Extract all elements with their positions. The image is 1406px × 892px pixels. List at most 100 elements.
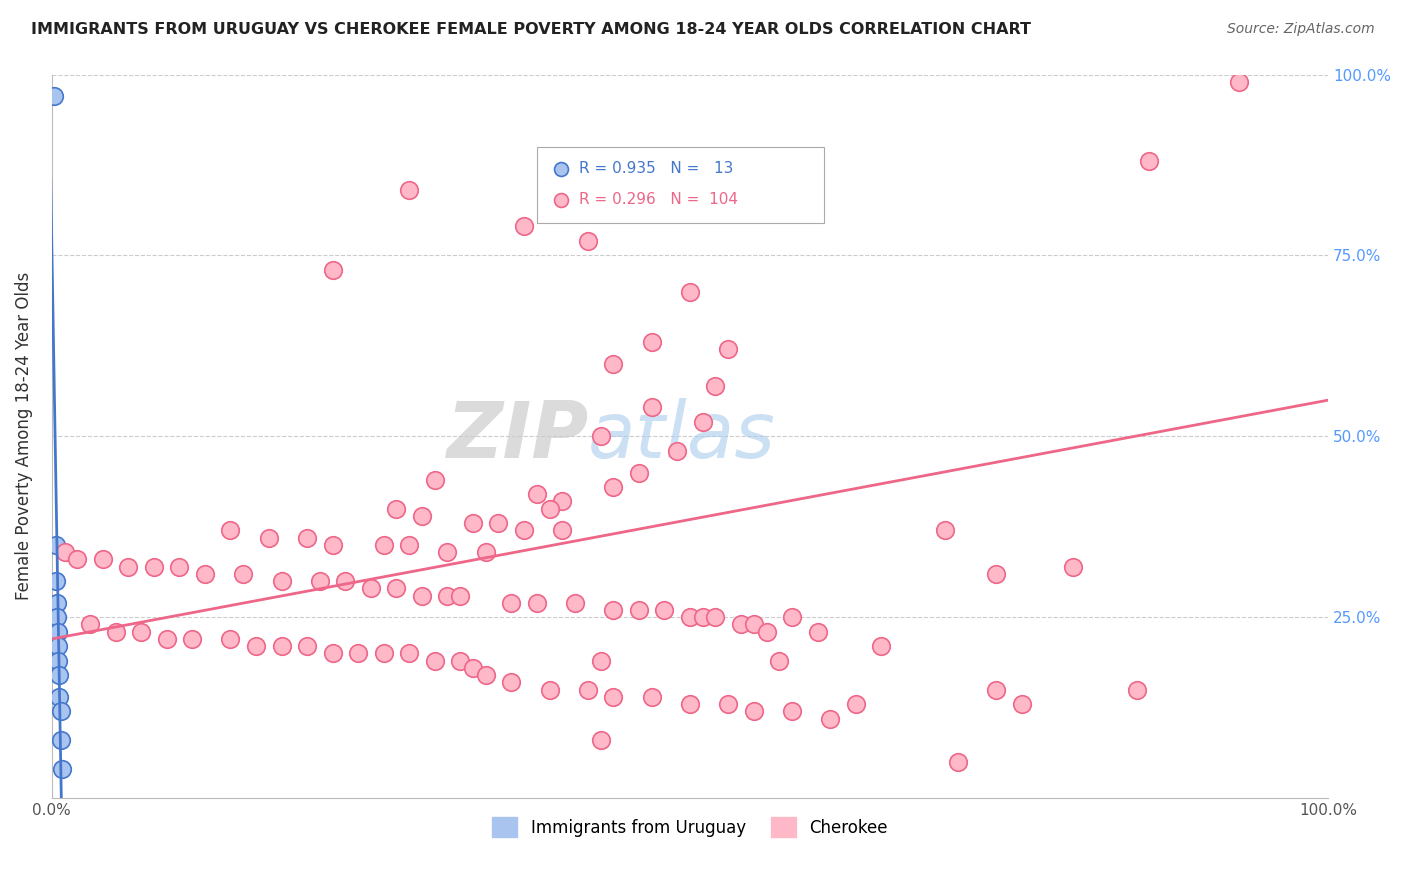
Point: [704, 378, 727, 392]
Point: [51, 762, 73, 776]
Point: [436, 545, 458, 559]
Point: [66, 552, 89, 566]
Point: [117, 559, 139, 574]
Point: [46, 639, 69, 653]
Point: [129, 624, 152, 639]
Point: [411, 589, 433, 603]
Point: [1125, 682, 1147, 697]
Text: IMMIGRANTS FROM URUGUAY VS CHEROKEE FEMALE POVERTY AMONG 18-24 YEAR OLDS CORRELA: IMMIGRANTS FROM URUGUAY VS CHEROKEE FEMA…: [31, 22, 1031, 37]
Point: [806, 624, 828, 639]
Text: ZIP: ZIP: [446, 399, 588, 475]
Point: [219, 524, 242, 538]
Text: atlas: atlas: [588, 399, 776, 475]
Point: [194, 566, 217, 581]
Point: [564, 596, 586, 610]
Point: [45, 574, 67, 588]
Point: [360, 582, 382, 596]
Point: [156, 632, 179, 646]
Point: [49, 733, 72, 747]
Point: [551, 524, 574, 538]
FancyBboxPatch shape: [537, 147, 824, 223]
Point: [322, 538, 344, 552]
Point: [820, 712, 842, 726]
Point: [181, 632, 204, 646]
Point: [602, 603, 624, 617]
Point: [423, 473, 446, 487]
Text: R = 0.296   N =  104: R = 0.296 N = 104: [579, 192, 738, 207]
Point: [46, 654, 69, 668]
Point: [870, 639, 893, 653]
Point: [474, 545, 496, 559]
Point: [538, 501, 561, 516]
Point: [627, 466, 650, 480]
Point: [780, 610, 803, 624]
Point: [501, 596, 523, 610]
Point: [576, 234, 599, 248]
Point: [169, 559, 191, 574]
Point: [640, 335, 662, 350]
Point: [692, 610, 714, 624]
Point: [45, 596, 67, 610]
Point: [742, 617, 765, 632]
Point: [45, 538, 67, 552]
Point: [550, 161, 572, 176]
Text: Source: ZipAtlas.com: Source: ZipAtlas.com: [1227, 22, 1375, 37]
Point: [526, 487, 548, 501]
Point: [589, 733, 612, 747]
Text: R = 0.935   N =   13: R = 0.935 N = 13: [579, 161, 734, 176]
Point: [373, 538, 395, 552]
Point: [679, 697, 702, 711]
Point: [1139, 154, 1161, 169]
Point: [461, 516, 484, 531]
Point: [398, 647, 420, 661]
Point: [627, 603, 650, 617]
Point: [219, 632, 242, 646]
Point: [270, 639, 292, 653]
Point: [398, 538, 420, 552]
Point: [53, 545, 76, 559]
Point: [322, 647, 344, 661]
Point: [513, 219, 536, 234]
Point: [780, 704, 803, 718]
Point: [640, 401, 662, 415]
Point: [986, 682, 1008, 697]
Point: [717, 343, 740, 357]
Point: [538, 682, 561, 697]
Point: [46, 624, 69, 639]
Point: [934, 524, 956, 538]
Point: [44, 89, 66, 103]
Point: [576, 682, 599, 697]
Point: [501, 675, 523, 690]
Point: [602, 357, 624, 371]
Point: [602, 690, 624, 704]
Point: [385, 501, 408, 516]
Point: [232, 566, 254, 581]
Point: [946, 755, 969, 769]
Point: [245, 639, 267, 653]
Point: [79, 617, 101, 632]
Point: [730, 617, 752, 632]
Point: [1011, 697, 1033, 711]
Point: [717, 697, 740, 711]
Point: [513, 524, 536, 538]
Point: [49, 704, 72, 718]
Point: [385, 582, 408, 596]
Point: [398, 183, 420, 197]
Point: [692, 415, 714, 429]
Point: [270, 574, 292, 588]
Point: [461, 661, 484, 675]
Point: [654, 603, 676, 617]
Point: [1227, 75, 1250, 89]
Point: [755, 624, 778, 639]
Point: [602, 480, 624, 494]
Point: [589, 654, 612, 668]
Point: [48, 668, 70, 682]
Point: [449, 589, 471, 603]
Point: [45, 610, 67, 624]
Point: [295, 531, 318, 545]
Point: [257, 531, 280, 545]
Point: [295, 639, 318, 653]
Point: [322, 263, 344, 277]
Point: [91, 552, 114, 566]
Point: [48, 690, 70, 704]
